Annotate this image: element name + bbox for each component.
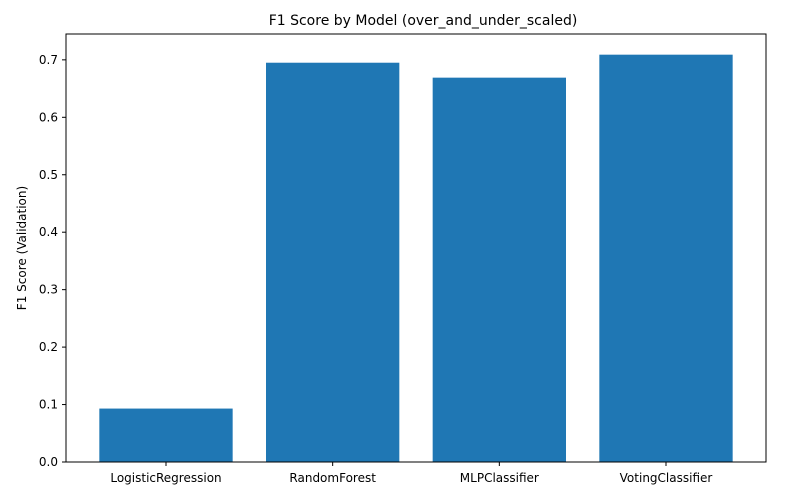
y-tick-label: 0.1	[39, 398, 58, 412]
bar-votingclassifier	[599, 54, 733, 463]
axes-frame	[65, 33, 767, 463]
bar-mlpclassifier	[432, 77, 566, 462]
bar-randomforest	[266, 62, 400, 462]
x-tick-label: VotingClassifier	[620, 471, 713, 485]
y-tick-label: 0.5	[39, 168, 58, 182]
y-axis-label: F1 Score (Validation)	[15, 186, 29, 310]
y-tick-label: 0.7	[39, 53, 58, 67]
y-tick-label: 0.0	[39, 455, 58, 469]
bar-logisticregression	[99, 408, 233, 462]
x-tick-label: LogisticRegression	[110, 471, 221, 485]
y-tick-label: 0.3	[39, 283, 58, 297]
y-tick-label: 0.2	[39, 340, 58, 354]
x-tick-label: MLPClassifier	[460, 471, 539, 485]
x-ticks-group: LogisticRegression RandomForest MLPClassif…	[110, 462, 712, 485]
y-ticks-group: 0.0 0.1 0.2 0.3 0.4 0.5 0.6 0.7	[39, 53, 66, 469]
chart-title: F1 Score by Model (over_and_under_scaled…	[269, 13, 578, 29]
y-tick-label: 0.4	[39, 225, 58, 239]
bars-group	[99, 54, 733, 463]
x-tick-label: RandomForest	[289, 471, 376, 485]
axes-border	[65, 33, 767, 463]
y-tick-label: 0.6	[39, 110, 58, 124]
